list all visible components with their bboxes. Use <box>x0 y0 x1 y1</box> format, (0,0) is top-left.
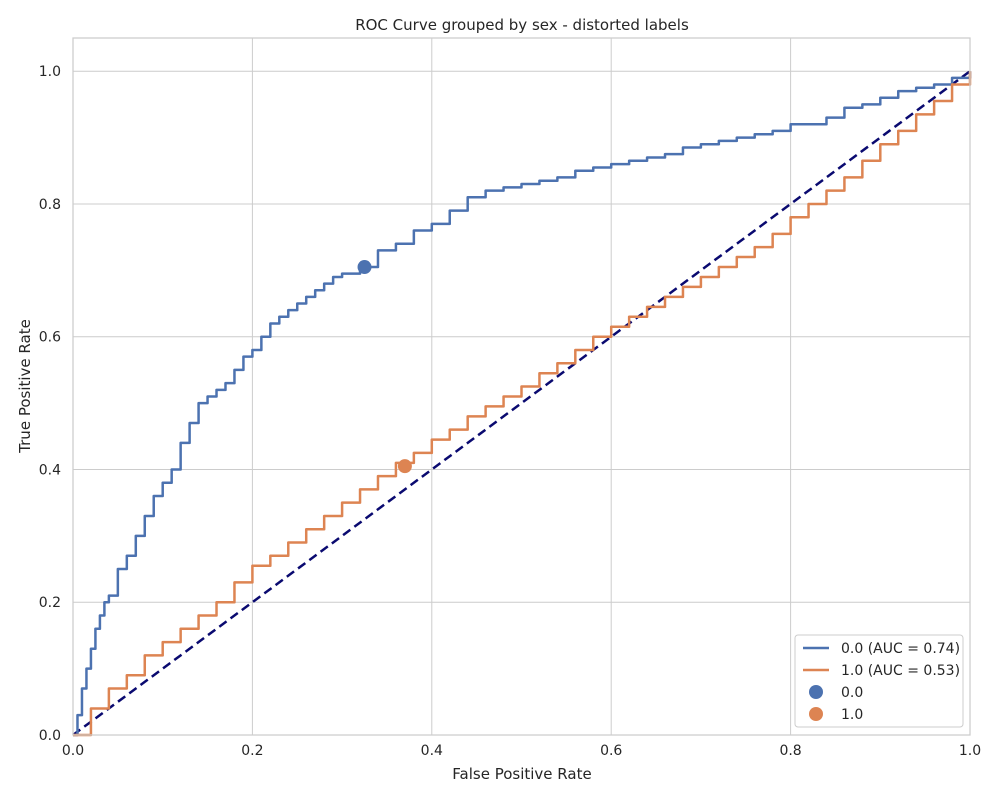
x-tick-label: 1.0 <box>959 743 981 759</box>
y-ticks: 0.0 0.2 0.4 0.6 0.8 1.0 <box>39 64 61 744</box>
operating-point-0 <box>357 260 372 275</box>
y-tick-label: 0.2 <box>39 595 61 611</box>
legend-label: 1.0 <box>841 707 863 723</box>
y-tick-label: 0.8 <box>39 197 61 213</box>
y-tick-label: 0.6 <box>39 330 61 346</box>
diagonal-line <box>72 70 971 737</box>
diagonal-reference <box>72 70 971 737</box>
y-tick-label: 0.0 <box>39 728 61 744</box>
points-layer <box>357 260 412 474</box>
x-tick-label: 0.6 <box>600 743 622 759</box>
operating-point-1 <box>397 459 412 474</box>
x-axis-title: False Positive Rate <box>452 765 591 783</box>
legend-label: 1.0 (AUC = 0.53) <box>841 663 960 679</box>
x-tick-label: 0.8 <box>779 743 801 759</box>
x-tick-label: 0.2 <box>241 743 263 759</box>
chart-title: ROC Curve grouped by sex - distorted lab… <box>355 16 689 34</box>
roc-series-line-0 <box>73 71 972 737</box>
x-ticks: 0.0 0.2 0.4 0.6 0.8 1.0 <box>62 743 981 759</box>
y-tick-label: 0.4 <box>39 462 61 478</box>
series-layer <box>73 71 972 737</box>
roc-series-line-1 <box>73 71 972 737</box>
plot-frame <box>72 37 971 736</box>
legend-box <box>794 634 964 728</box>
x-tick-label: 0.0 <box>62 743 84 759</box>
legend-label: 0.0 <box>841 685 863 701</box>
legend-marker-swatch <box>809 707 823 721</box>
legend: 0.0 (AUC = 0.74) 1.0 (AUC = 0.53) 0.0 1.0 <box>794 634 964 728</box>
y-tick-label: 1.0 <box>39 64 61 80</box>
y-axis-title: True Positive Rate <box>16 319 34 454</box>
legend-label: 0.0 (AUC = 0.74) <box>841 641 960 657</box>
legend-marker-swatch <box>809 685 823 699</box>
x-tick-label: 0.4 <box>421 743 443 759</box>
